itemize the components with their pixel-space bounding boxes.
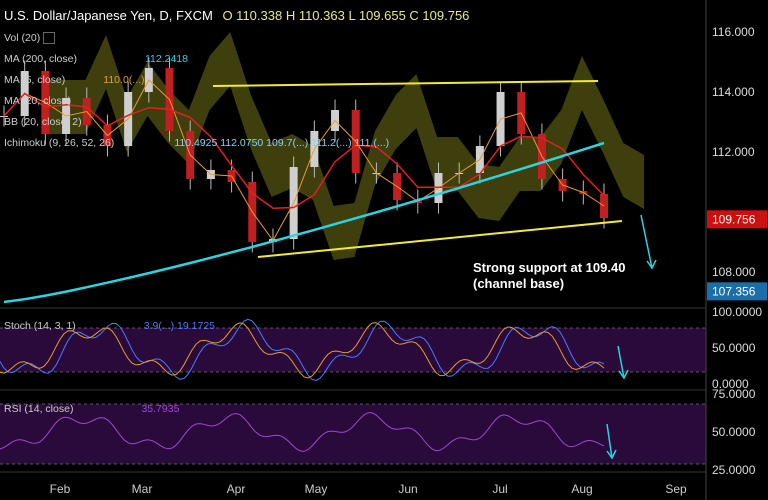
indicator-ma20[interactable]: MA (20, close) (4, 95, 72, 107)
x-tick-label: Sep (665, 482, 687, 496)
price-tick-label: 116.000 (712, 25, 755, 39)
osc-tick-label: 50.0000 (712, 425, 756, 439)
ohlc-readout: O 110.338 H 110.363 L 109.655 C 109.756 (222, 8, 470, 23)
indicator-lines (0, 79, 605, 452)
osc-tick-label: 50.0000 (712, 341, 756, 355)
settings-icon[interactable] (43, 32, 56, 45)
x-tick-label: Aug (571, 482, 592, 496)
osc-tick-label: 100.0000 (712, 305, 762, 319)
symbol-title: U.S. Dollar/Japanese Yen, D, FXCM (4, 8, 213, 23)
rsi-band (0, 404, 706, 464)
support-annotation: Strong support at 109.40 (channel base) (473, 260, 625, 292)
indicator-ma5[interactable]: MA (5, close) 110.0(...) (4, 74, 145, 86)
x-tick-label: Feb (50, 482, 71, 496)
ma200-line (3, 141, 605, 304)
grid (0, 0, 707, 500)
price-tick-label: 114.000 (712, 85, 755, 99)
x-tick-label: Mar (132, 482, 153, 496)
channel-top-line (212, 80, 599, 87)
price-axis: 116.000 114.000 112.000 108.000 109.756 107.3… (50, 25, 767, 496)
annotation-line-2: (channel base) (473, 276, 565, 291)
stoch-band (0, 328, 706, 372)
x-tick-label: Jun (398, 482, 417, 496)
annotation-line-1: Strong support at 109.40 (473, 260, 626, 275)
down-arrow-price-head (646, 259, 657, 270)
price-tick-label: 108.000 (712, 265, 756, 279)
osc-tick-label: 75.0000 (712, 387, 756, 401)
last-price-label: 109.756 (712, 212, 756, 226)
indicator-vol[interactable]: Vol (20) (4, 32, 56, 45)
stoch-label[interactable]: Stoch (14, 3, 1) 3.9(...) 19.1725 (4, 320, 216, 332)
stoch-k-line (0, 318, 605, 382)
overlays (212, 80, 657, 460)
stoch-d-line (0, 322, 605, 379)
candle-body (0, 116, 8, 117)
ma5-line (3, 79, 605, 242)
ma20-line (3, 92, 605, 209)
price-tick-label: 112.000 (712, 145, 755, 159)
x-tick-label: May (305, 482, 328, 496)
x-tick-label: Apr (227, 482, 246, 496)
ichimoku-cloud (44, 32, 644, 260)
x-tick-label: Jul (492, 482, 507, 496)
down-arrow-price (640, 214, 653, 269)
cloud-area (44, 32, 644, 260)
channel-base-line (257, 220, 623, 258)
down-arrow-stoch-head (618, 369, 629, 380)
osc-tick-label: 0.0000 (712, 377, 749, 391)
rsi-label[interactable]: RSI (14, close) 35.7935 (4, 403, 180, 415)
ma200-tag (707, 282, 767, 301)
osc-tick-label: 25.0000 (712, 463, 756, 477)
last-price-tag (707, 210, 767, 229)
indicator-ma200[interactable]: MA (200, close) 112.2418 (4, 53, 188, 65)
down-arrow-rsi-head (606, 449, 617, 460)
down-arrow-stoch (617, 345, 625, 379)
indicator-bb[interactable]: BB (20, close, 2) (4, 116, 82, 128)
down-arrow-rsi (606, 423, 613, 459)
indicator-ichimoku[interactable]: Ichimoku (9, 26, 52, 26) 110.4925 112.075… (4, 137, 390, 149)
ma200-label: 107.356 (712, 284, 756, 298)
chart-title: U.S. Dollar/Japanese Yen, D, FXCM O 110.… (4, 8, 469, 23)
rsi-line (0, 412, 605, 452)
